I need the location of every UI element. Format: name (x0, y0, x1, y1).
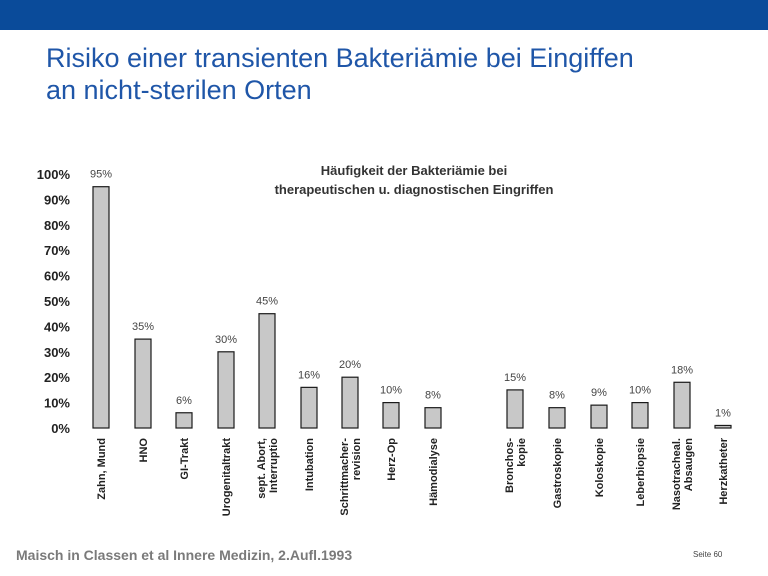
top-bar (0, 0, 768, 30)
data-label: 20% (339, 359, 361, 371)
category-label: sept. Abort, (256, 438, 268, 499)
y-tick-label: 80% (44, 218, 70, 233)
bar (341, 376, 359, 429)
data-label: 35% (132, 321, 154, 333)
bar (714, 424, 732, 429)
y-tick-label: 70% (44, 243, 70, 258)
data-label: 30% (215, 334, 237, 346)
bar (424, 407, 442, 429)
y-tick-label: 60% (44, 269, 70, 284)
source-citation: Maisch in Classen et al Innere Medizin, … (16, 547, 353, 563)
category-label: Zahn, Mund (96, 438, 108, 500)
bar (134, 338, 152, 429)
category-label: HNO (138, 438, 150, 463)
data-label: 15% (504, 372, 526, 384)
slide-title-line-2: an nicht-sterilen Orten (46, 75, 312, 105)
data-label: 8% (549, 390, 565, 402)
slide-title-line-1: Risiko einer transienten Bakteriämie bei… (46, 43, 634, 73)
chart-title-line-2: therapeutischen u. diagnostischen Eingri… (275, 182, 554, 197)
y-tick-label: 40% (44, 319, 70, 334)
data-label: 10% (380, 385, 402, 397)
bar (590, 404, 608, 429)
category-label: GI-Trakt (179, 438, 191, 480)
data-label: 10% (629, 385, 651, 397)
category-label: kopie (516, 438, 528, 467)
data-label: 16% (298, 369, 320, 381)
bar (548, 407, 566, 429)
y-tick-label: 10% (44, 396, 70, 411)
data-label: 8% (425, 390, 441, 402)
data-label: 45% (256, 296, 278, 308)
y-tick-label: 50% (44, 294, 70, 309)
category-label: Gastroskopie (552, 438, 564, 508)
y-tick-label: 100% (37, 167, 71, 182)
slide-title: Risiko einer transienten Bakteriämie bei… (46, 42, 746, 106)
category-label: Intubation (304, 438, 316, 491)
data-label: 95% (90, 169, 112, 181)
y-tick-label: 30% (44, 345, 70, 360)
y-tick-label: 20% (44, 370, 70, 385)
bar (300, 386, 318, 429)
bar (506, 389, 524, 429)
category-label: Herzkatheter (718, 437, 730, 504)
data-label: 18% (671, 364, 693, 376)
category-label: Nasotracheal. (671, 438, 683, 510)
bar (92, 186, 110, 429)
category-label: Koloskopie (594, 438, 606, 497)
bar (631, 402, 649, 429)
category-label: Bronchos- (504, 438, 516, 493)
y-tick-label: 90% (44, 192, 70, 207)
data-label: 9% (591, 387, 607, 399)
bar (258, 313, 276, 429)
category-label: Schrittmacher- (339, 438, 351, 516)
category-label: Interruptio (268, 438, 280, 493)
bar (175, 412, 193, 429)
category-label: Hämodialyse (428, 438, 440, 506)
chart-title-line-1: Häufigkeit der Bakteriämie bei (321, 163, 507, 178)
category-label: revision (351, 438, 363, 480)
category-label: Urogenitaltrakt (221, 438, 233, 517)
data-label: 1% (715, 407, 731, 419)
category-label: Leberbiopsie (635, 438, 647, 506)
category-label: Absaugen (683, 438, 695, 491)
y-tick-label: 0% (51, 421, 70, 436)
bar (217, 351, 235, 429)
bar (673, 381, 691, 429)
bacteremia-bar-chart: Häufigkeit der Bakteriämie bei therapeuti… (37, 163, 732, 517)
page-number: Seite 60 (693, 550, 723, 559)
bar (382, 402, 400, 429)
data-label: 6% (176, 395, 192, 407)
category-label: Herz-Op (386, 438, 398, 481)
